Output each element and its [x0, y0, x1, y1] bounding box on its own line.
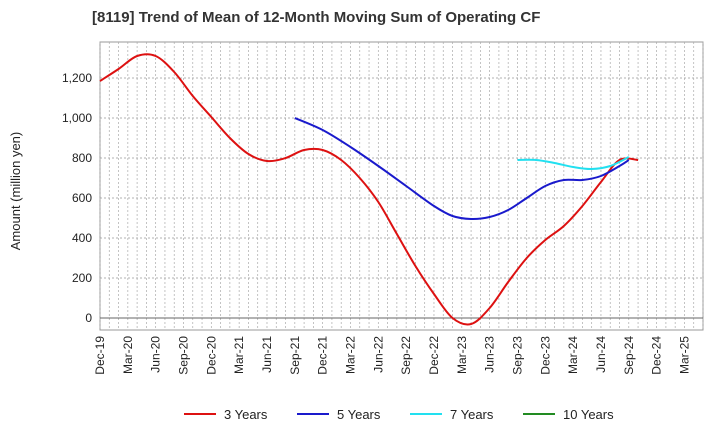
series-line-7-years	[517, 156, 630, 171]
legend: 3 Years 5 Years 7 Years 10 Years	[184, 407, 614, 422]
plot-area	[99, 41, 704, 331]
y-tick-label: 1,200	[62, 71, 92, 85]
x-tick-label: Mar-24	[566, 336, 580, 374]
x-tick-label: Dec-24	[650, 336, 664, 375]
legend-label-5-years: 5 Years	[337, 407, 381, 422]
grid	[99, 42, 704, 330]
x-tick-label: Dec-21	[316, 336, 330, 375]
x-tick-label: Sep-21	[288, 336, 302, 375]
chart-title: [8119] Trend of Mean of 12-Month Moving …	[92, 9, 541, 26]
series-line-5-years	[294, 117, 630, 221]
x-tick-label: Mar-23	[455, 336, 469, 374]
y-axis-label: Amount (million yen)	[8, 132, 23, 251]
x-tick-label: Mar-25	[677, 336, 691, 374]
x-tick-label: Jun-24	[594, 336, 608, 373]
x-tick-label: Dec-22	[427, 336, 441, 375]
y-tick-label: 600	[72, 191, 92, 205]
x-tick-label: Sep-22	[399, 336, 413, 375]
x-tick-label: Jun-22	[371, 336, 385, 373]
x-tick-label: Jun-20	[149, 336, 163, 373]
x-tick-label: Dec-20	[204, 336, 218, 375]
series-layer	[99, 53, 639, 326]
x-tick-label: Sep-23	[510, 336, 524, 375]
x-tick-label: Sep-20	[176, 336, 190, 375]
y-tick-label: 800	[72, 151, 92, 165]
x-tick-label: Jun-21	[260, 336, 274, 373]
legend-label-10-years: 10 Years	[563, 407, 614, 422]
x-tick-label: Mar-20	[121, 336, 135, 374]
y-tick-label: 0	[85, 311, 92, 325]
x-tick-label: Dec-23	[538, 336, 552, 375]
series-line-3-years	[99, 53, 639, 326]
y-tick-label: 400	[72, 231, 92, 245]
x-tick-label: Mar-21	[232, 336, 246, 374]
legend-label-3-years: 3 Years	[224, 407, 268, 422]
x-tick-label: Mar-22	[343, 336, 357, 374]
legend-label-7-years: 7 Years	[450, 407, 494, 422]
x-tick-label: Dec-19	[93, 336, 107, 375]
y-tick-label: 200	[72, 271, 92, 285]
x-tick-label: Jun-23	[483, 336, 497, 373]
y-tick-label: 1,000	[62, 111, 92, 125]
x-tick-label: Sep-24	[622, 336, 636, 375]
